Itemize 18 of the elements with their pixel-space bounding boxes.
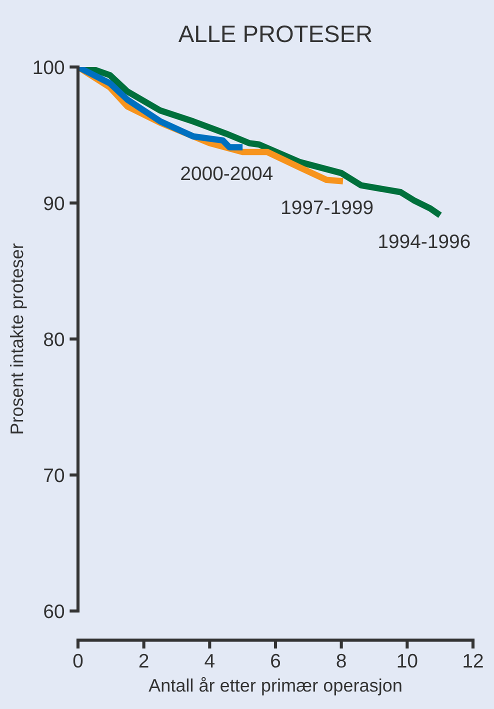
- x-tick-label: 6: [271, 654, 280, 668]
- y-tick-label: 80: [44, 332, 64, 346]
- x-tick-label: 8: [336, 654, 346, 668]
- y-tick-label: 60: [44, 604, 64, 618]
- y-tick-label: 90: [44, 196, 64, 210]
- series-label: 2000-2004: [181, 166, 273, 180]
- x-tick-label: 0: [73, 654, 83, 668]
- x-tick-label: 2: [139, 654, 148, 668]
- series-label: 1994-1996: [379, 234, 470, 248]
- x-tick-label: 4: [204, 654, 215, 668]
- series-label: 1997-1999: [282, 200, 373, 214]
- x-axis-title: Antall år etter primær operasjon: [148, 677, 402, 696]
- y-tick-label: 70: [44, 468, 64, 482]
- y-tick-label: 100: [34, 60, 64, 74]
- y-axis-title: Prosent intakte proteser: [10, 243, 27, 434]
- x-tick-label: 12: [464, 654, 483, 668]
- x-tick-label: 10: [398, 654, 418, 668]
- chart-title: ALLE PROTESER: [178, 26, 372, 42]
